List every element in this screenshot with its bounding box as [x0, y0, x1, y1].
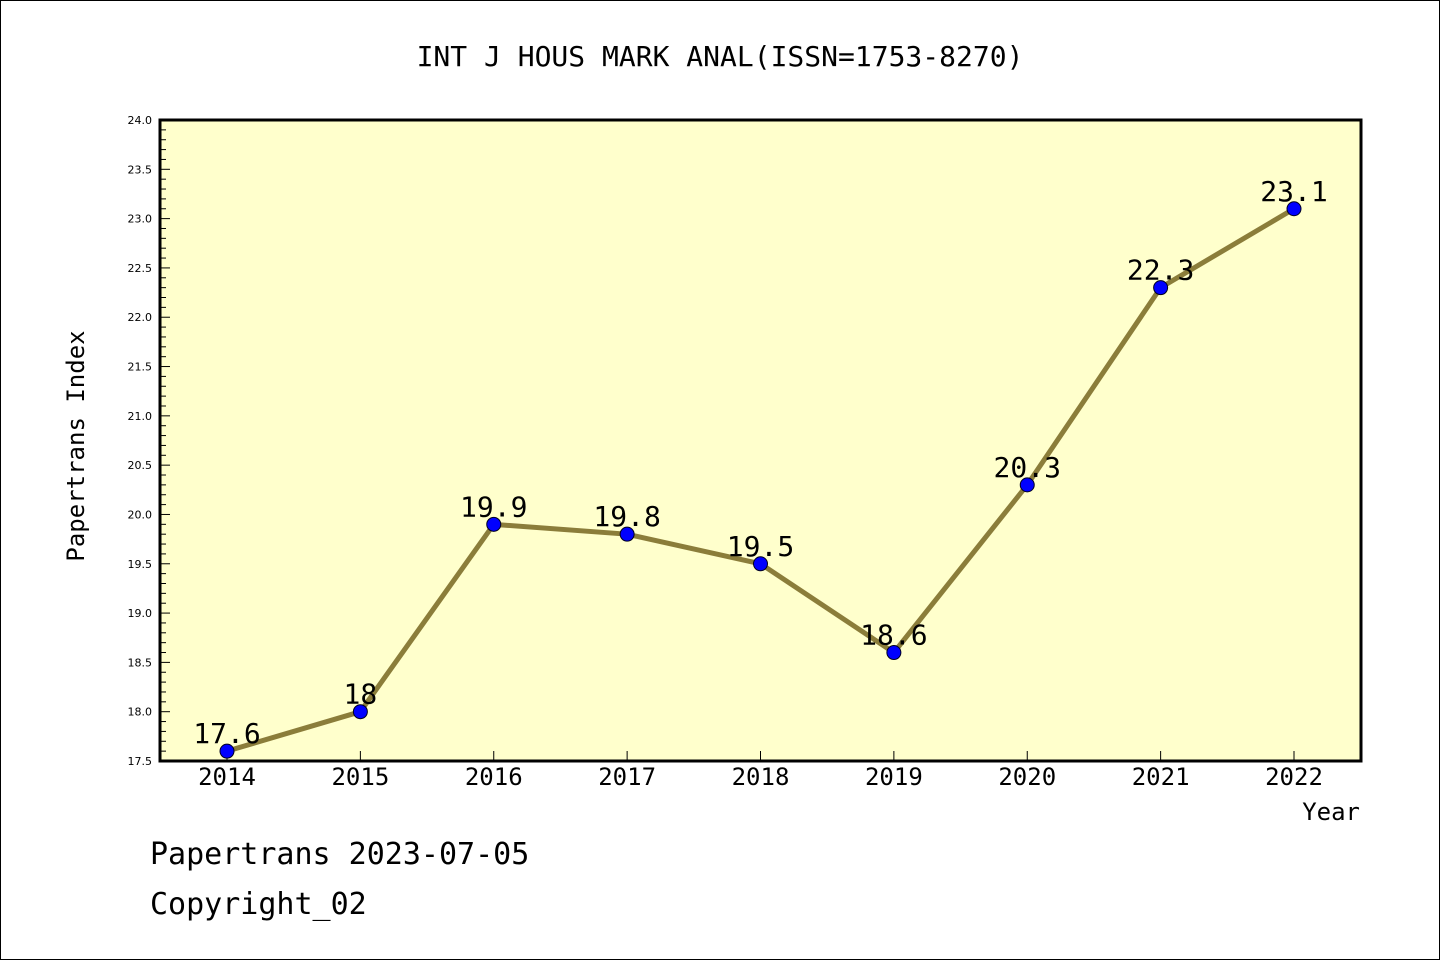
y-tick-label: 19.5 [128, 558, 153, 571]
x-tick-label: 2019 [865, 763, 923, 791]
y-tick-label: 21.5 [128, 361, 153, 374]
data-point [486, 516, 502, 532]
data-point [1153, 280, 1169, 296]
y-tick-label: 22.0 [128, 311, 153, 324]
x-tick-label: 2020 [998, 763, 1056, 791]
x-tick-label: 2014 [198, 763, 256, 791]
x-axis: 2014 2015 2016 2017 2018 2019 2020 2021 2022 [198, 751, 1323, 791]
x-tick-label: 2016 [465, 763, 523, 791]
y-tick-label: 23.0 [128, 213, 153, 226]
data-point [1286, 201, 1302, 217]
chart-title: INT J HOUS MARK ANAL(ISSN=1753-8270) [417, 40, 1024, 73]
y-tick-label: 20.0 [128, 508, 153, 521]
footer-copyright: Copyright_02 [150, 887, 367, 922]
y-tick-label: 17.5 [128, 755, 153, 768]
y-tick-label: 23.5 [128, 163, 153, 176]
x-tick-label: 2022 [1265, 763, 1323, 791]
plot-area [158, 118, 1363, 763]
y-axis-label: Papertrans Index [62, 330, 90, 561]
footer-date: Papertrans 2023-07-05 [150, 837, 529, 872]
data-point [619, 526, 635, 542]
x-axis-label: Year [1302, 798, 1360, 826]
y-tick-label: 19.0 [128, 607, 153, 620]
data-point [1019, 477, 1035, 493]
y-tick-label: 20.5 [128, 459, 153, 472]
y-tick-label: 22.5 [128, 262, 153, 275]
x-tick-label: 2021 [1132, 763, 1190, 791]
x-tick-label: 2018 [732, 763, 790, 791]
y-tick-label: 18.5 [128, 656, 153, 669]
y-axis: 17.5 18.0 18.5 19.0 19.5 20.0 20.5 21.0 21.5 22.0… [128, 114, 170, 768]
data-point [886, 645, 902, 661]
y-tick-label: 18.0 [128, 706, 153, 719]
data-point [753, 556, 768, 572]
y-tick-label: 21.0 [128, 410, 153, 423]
data-point [219, 743, 235, 759]
data-point [352, 704, 368, 720]
y-tick-label: 24.0 [128, 114, 153, 127]
x-tick-label: 2015 [331, 763, 389, 791]
x-tick-label: 2017 [598, 763, 656, 791]
